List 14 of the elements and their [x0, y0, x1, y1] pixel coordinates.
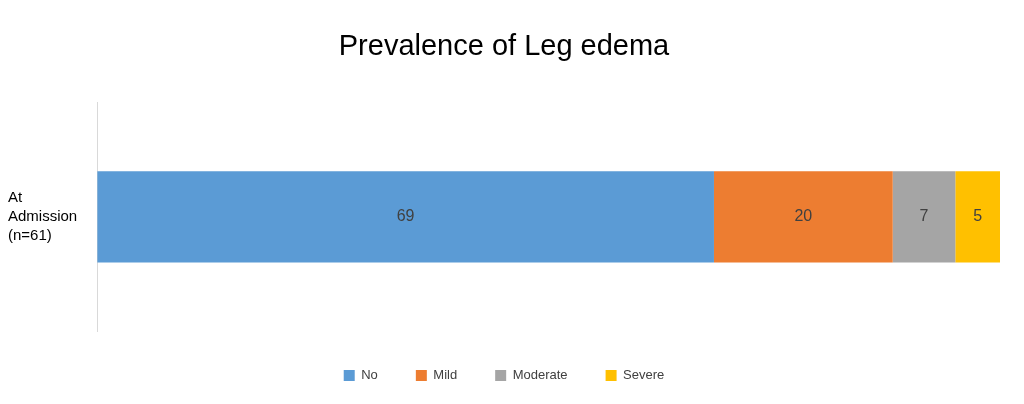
legend-label: Mild	[433, 367, 458, 383]
data-label: 20	[794, 207, 813, 225]
data-label: 7	[919, 207, 929, 225]
data-label: 69	[396, 207, 415, 225]
bar	[955, 171, 1000, 263]
chart-title: Prevalence of Leg edema	[338, 29, 671, 62]
data-label: 5	[973, 207, 983, 225]
y-tick-label: At Admission (n=61)	[8, 188, 78, 243]
bar	[713, 171, 893, 263]
bar	[892, 171, 956, 263]
legend-label: No	[361, 367, 378, 383]
legend-label: Moderate	[512, 367, 568, 383]
legend-label: Severe	[623, 367, 665, 383]
bar	[97, 171, 714, 263]
